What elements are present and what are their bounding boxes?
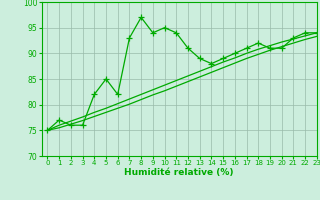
X-axis label: Humidité relative (%): Humidité relative (%) [124,168,234,177]
